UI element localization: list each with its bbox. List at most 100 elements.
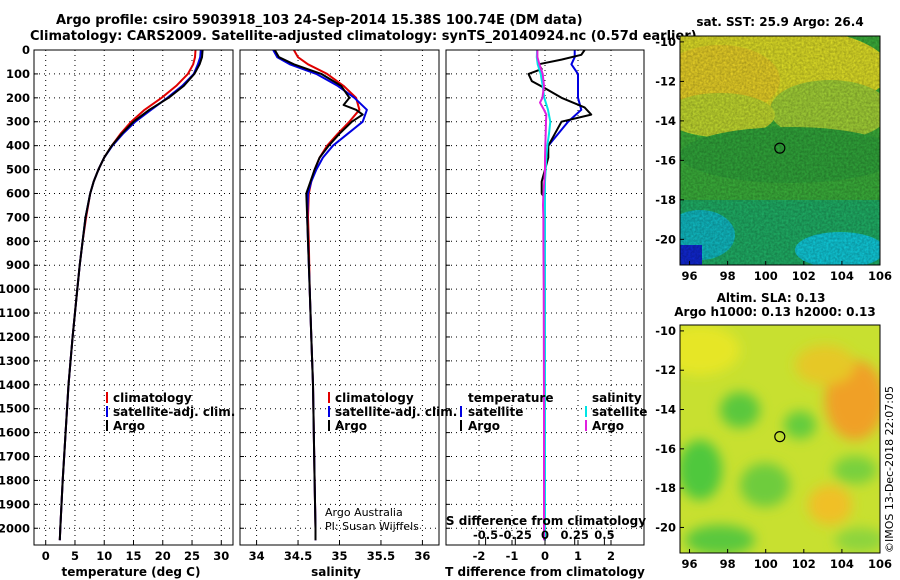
map-x-tick-label: 106 <box>868 269 892 283</box>
series-line-climatology <box>58 50 197 541</box>
legend-label-argo: Argo <box>113 419 145 433</box>
salinity-panel: 34 34.5 35 35.5 36 <box>239 49 440 563</box>
series-line-temperature-argo <box>527 50 593 541</box>
x-tick-label: 35.5 <box>367 549 395 563</box>
x-tick-label: 25 <box>184 549 200 563</box>
x-top-tick-label: 0 <box>541 528 549 542</box>
map-y-tick-label: -14 <box>655 403 676 417</box>
x-tick-label: -1 <box>506 549 519 563</box>
map-y-tick-label: -14 <box>655 114 676 128</box>
map-frame <box>679 324 881 554</box>
y-tick-label: 300 <box>6 115 30 129</box>
series-line-argo <box>273 50 364 541</box>
map-y-tick-label: -12 <box>655 363 676 377</box>
y-tick-label: 800 <box>6 234 30 248</box>
series-line-argo <box>58 50 204 541</box>
sla-low-6 <box>833 456 877 484</box>
temperature-panel: 0100200300400500600700800900100011001200… <box>0 43 234 563</box>
map-x-tick-label: 98 <box>720 557 736 571</box>
y-tick-label: 400 <box>6 139 30 153</box>
y-tick-label: 1700 <box>0 450 30 464</box>
sla-high-se <box>808 485 852 525</box>
x-tick-label: 0 <box>42 549 50 563</box>
y-tick-label: 1400 <box>0 378 30 392</box>
sla-high-ne <box>795 345 855 385</box>
series-group <box>58 50 204 541</box>
x-top-tick-label: -0.5 <box>473 528 498 542</box>
y-tick-label: 900 <box>6 258 30 272</box>
sla-low-1 <box>720 392 760 428</box>
sla-low-3 <box>680 440 722 500</box>
sla-map-title-line2: Argo h1000: 0.13 h2000: 0.13 <box>674 305 875 319</box>
legend-title-salinity: salinity <box>592 391 642 405</box>
y-tick-label: 500 <box>6 163 30 177</box>
salinity-legend: climatology satellite-adj. clim. Argo <box>328 391 457 433</box>
sst-map-title: sat. SST: 25.9 Argo: 26.4 <box>696 15 863 29</box>
sla-low-4 <box>740 463 790 507</box>
y-tick-label: 1300 <box>0 354 30 368</box>
x-tick-label: 1 <box>574 549 582 563</box>
temperature-x-axis-label: temperature (deg C) <box>62 565 201 579</box>
x-tick-label: 0 <box>541 549 549 563</box>
y-tick-label: 1100 <box>0 306 30 320</box>
y-tick-label: 1600 <box>0 426 30 440</box>
sst-map <box>680 36 880 265</box>
sst-texture <box>680 36 880 265</box>
map-y-tick-label: -18 <box>655 481 676 495</box>
map-x-tick-label: 100 <box>754 557 778 571</box>
map-y-tick-label: -18 <box>655 193 676 207</box>
series-group <box>527 50 593 541</box>
map-y-tick-label: -12 <box>655 74 676 88</box>
difference-x-axis-label: T difference from climatology <box>445 565 645 579</box>
credit-text: ©IMOS 13-Dec-2018 22:07:05 <box>883 386 896 553</box>
legend-label-argo: Argo <box>335 419 367 433</box>
attribution-line1: Argo Australia <box>325 506 403 519</box>
map-x-tick-label: 98 <box>720 269 736 283</box>
map-x-tick-label: 106 <box>868 557 892 571</box>
difference-top-axis-label: S difference from climatology <box>446 514 646 528</box>
y-tick-label: 1800 <box>0 473 30 487</box>
figure-title-line1: Argo profile: csiro 5903918_103 24-Sep-2… <box>56 13 583 28</box>
x-tick-label: 2 <box>607 549 615 563</box>
y-tick-label: 700 <box>6 210 30 224</box>
series-line-salinity-satellite <box>535 50 552 541</box>
x-tick-label: 34.5 <box>284 549 312 563</box>
x-tick-label: -2 <box>473 549 486 563</box>
sla-map-axes: 96 98 100 102 104 106 -10 -12 -14 -16 -18 -20 <box>655 324 892 571</box>
legend-label-s-argo: Argo <box>592 419 624 433</box>
sla-low-7 <box>835 528 880 552</box>
figure-title-line2: Climatology: CARS2009. Satellite-adjuste… <box>30 29 697 44</box>
map-x-tick-label: 96 <box>682 269 698 283</box>
legend-label-climatology: climatology <box>335 391 414 405</box>
series-line-satellite-adj-clim- <box>272 50 368 541</box>
x-tick-label: 15 <box>125 549 141 563</box>
sla-map <box>680 325 880 553</box>
series-group <box>272 50 368 541</box>
sst-map-axes: 96 98 100 102 104 106 -10 -12 -14 -16 -18 -20 <box>655 35 892 283</box>
salinity-x-axis-label: salinity <box>311 565 361 579</box>
legend-title-temperature: temperature <box>468 391 553 405</box>
x-tick-label: 36 <box>414 549 430 563</box>
legend-label-satellite: satellite-adj. clim. <box>335 405 457 419</box>
difference-panel: -2 -1 0 1 2 -0.5 -0.25 0 0.25 0.5 <box>445 49 645 563</box>
x-tick-label: 34 <box>249 549 265 563</box>
y-tick-label: 2000 <box>0 521 30 535</box>
sla-map-title-line1: Altim. SLA: 0.13 <box>717 291 826 305</box>
sla-low-5 <box>685 525 755 553</box>
map-y-tick-label: -16 <box>655 153 676 167</box>
legend-label-t-argo: Argo <box>468 419 500 433</box>
legend-label-satellite: satellite-adj. clim. <box>113 405 235 419</box>
x-top-tick-label: 0.25 <box>561 528 589 542</box>
map-x-tick-label: 104 <box>830 269 854 283</box>
map-y-tick-label: -16 <box>655 442 676 456</box>
series-line-salinity-argo <box>536 50 548 541</box>
x-tick-label: 30 <box>213 549 229 563</box>
x-top-tick-label: 0.5 <box>594 528 614 542</box>
sla-high-nw <box>680 325 740 375</box>
map-frame <box>679 35 881 266</box>
attribution-line2: PI: Susan Wijffels <box>325 520 419 533</box>
y-tick-label: 1200 <box>0 330 30 344</box>
x-tick-label: 5 <box>71 549 79 563</box>
y-tick-label: 1900 <box>0 497 30 511</box>
sla-low-2 <box>784 411 816 439</box>
